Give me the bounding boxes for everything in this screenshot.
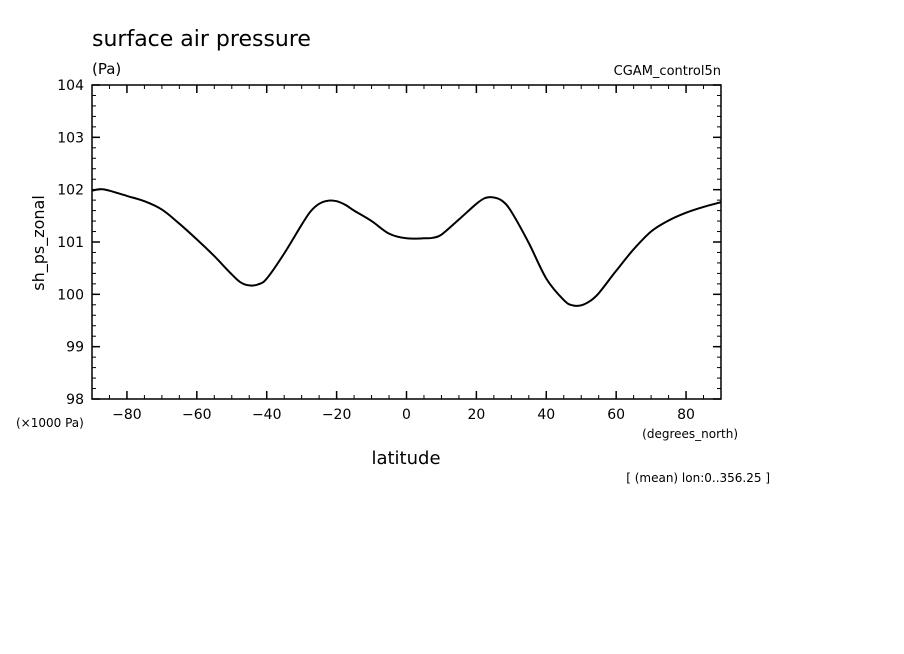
y-tick-label: 98 [66,392,84,408]
x-tick-label: −40 [252,407,282,423]
x-tick-label: 80 [677,407,695,423]
x-tick-label: −80 [112,407,142,423]
axes: −80 −60 −40 −20 0 20 40 60 80 98 99 100 101 102 103 104 [57,78,722,423]
y-tick-label: 100 [57,287,84,303]
x-units-label: (degrees_north) [642,427,738,441]
y-tick-label: 99 [66,340,84,356]
x-tick-label: −20 [322,407,352,423]
chart-title: surface air pressure [92,27,311,52]
x-tick-label: 40 [537,407,555,423]
y-scale-label: (×1000 Pa) [16,416,84,430]
y-axis-label: sh_ps_zonal [29,195,49,291]
plot-frame [91,84,722,400]
series-line [91,188,722,307]
x-tick-label: 20 [467,407,485,423]
x-tick-label: 0 [402,407,411,423]
y-tick-label: 102 [57,183,84,199]
x-tick-label: −60 [182,407,212,423]
x-tick-label: 60 [607,407,625,423]
x-axis-label: latitude [371,448,440,469]
y-tick-label: 104 [57,78,84,94]
y-tick-label: 103 [57,130,84,146]
averaging-note: [ (mean) lon:0..356.25 ] [626,471,770,485]
dataset-label: CGAM_control5n [614,64,721,79]
units-label: (Pa) [92,60,121,78]
y-tick-label: 101 [57,235,84,251]
